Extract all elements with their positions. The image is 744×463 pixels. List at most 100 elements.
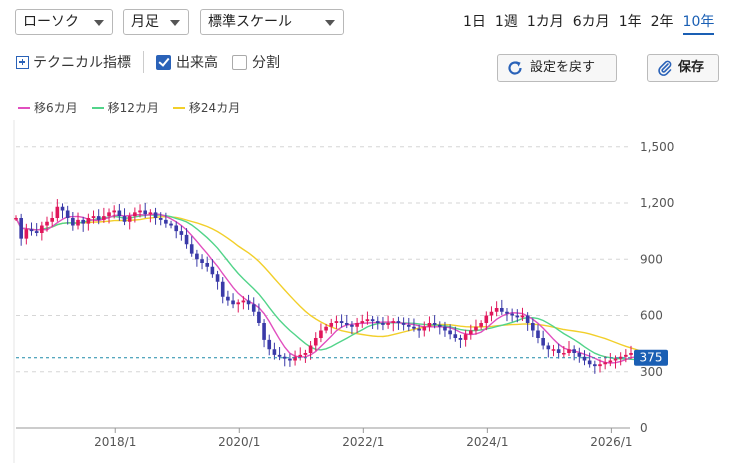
candle (401, 323, 406, 325)
candle (422, 326, 427, 331)
period-tab-2y[interactable]: 2年 (650, 14, 674, 30)
chart-type-select[interactable]: ローソク (15, 9, 113, 35)
y-tick-label: 1,500 (640, 140, 674, 154)
legend-label-ma12: 移12カ月 (107, 101, 159, 115)
split-checkbox[interactable]: 分割 (232, 52, 280, 72)
candle (499, 308, 504, 312)
candle (541, 338, 545, 346)
candle (587, 360, 592, 365)
candle (29, 229, 34, 232)
period-tab-1d[interactable]: 1日 (463, 14, 486, 30)
save-label: 保存 (678, 60, 705, 75)
candle (277, 354, 282, 357)
y-tick-label: 900 (640, 252, 663, 266)
candle (562, 353, 566, 355)
candle (133, 212, 137, 217)
candle (34, 231, 39, 233)
candle (546, 345, 551, 350)
candle (81, 219, 85, 224)
candle (143, 210, 148, 215)
x-tick-label: 2020/1 (218, 435, 260, 449)
candle (169, 223, 173, 226)
candle (19, 218, 23, 239)
legend-label-ma24: 移24カ月 (188, 101, 241, 115)
candle (282, 356, 287, 359)
period-tab-6m[interactable]: 6カ月 (572, 14, 610, 30)
y-tick-label: 0 (640, 421, 648, 435)
candle (531, 323, 535, 331)
candle (556, 349, 561, 353)
x-tick-label: 2018/1 (94, 435, 136, 449)
legend-item-ma6: 移6カ月 (18, 99, 78, 116)
candle (251, 304, 256, 312)
candle (262, 323, 266, 340)
candle (45, 221, 49, 226)
period-tab-1y[interactable]: 1年 (618, 14, 642, 30)
candle (241, 300, 246, 303)
candle (102, 216, 106, 220)
candle (494, 308, 499, 312)
reset-settings-label: 設定を戻す (530, 60, 596, 75)
candle (463, 334, 468, 340)
candle (365, 319, 370, 322)
period-tab-10y[interactable]: 10年 (682, 11, 715, 35)
checkbox-unchecked-icon (232, 54, 247, 70)
candle (618, 356, 623, 359)
candle (412, 326, 416, 329)
candle (370, 319, 375, 322)
candle (210, 266, 215, 275)
candle (582, 356, 587, 361)
candle (391, 321, 396, 323)
candle (334, 321, 339, 323)
candle (453, 334, 458, 338)
candle (40, 225, 44, 233)
candle (474, 326, 478, 331)
interval-value: 月足 (131, 14, 159, 30)
x-tick-label: 2024/1 (466, 435, 508, 449)
candle (158, 218, 163, 220)
candle (272, 349, 277, 355)
candle (293, 356, 297, 361)
period-tab-1m[interactable]: 1カ月 (526, 14, 564, 30)
candle (505, 311, 509, 314)
candle (117, 210, 122, 217)
candle (138, 210, 142, 213)
candle (195, 253, 199, 260)
candle (525, 315, 530, 323)
candle (215, 274, 220, 282)
y-tick-label: 1,200 (640, 196, 674, 210)
candle (427, 323, 432, 327)
candle (153, 212, 158, 218)
reset-settings-button[interactable]: 設定を戻す (497, 54, 617, 82)
technical-indicator-toggle[interactable]: テクニカル指標 (16, 52, 131, 72)
candle (608, 360, 613, 363)
y-tick-label: 600 (640, 309, 663, 323)
candle (406, 324, 411, 327)
legend-label-ma6: 移6カ月 (34, 101, 78, 115)
candle (593, 364, 597, 367)
scale-select[interactable]: 標準スケール (200, 9, 344, 35)
candle (24, 229, 29, 239)
period-tab-1w[interactable]: 1週 (494, 14, 518, 30)
candle (634, 353, 638, 357)
x-tick-label: 2026/1 (590, 435, 632, 449)
moving-average-line-ma12 (15, 214, 642, 361)
candle (91, 216, 96, 218)
interval-select[interactable]: 月足 (123, 9, 189, 35)
candle (603, 362, 607, 365)
candle (375, 321, 380, 323)
candle (96, 216, 101, 220)
candle (329, 323, 334, 327)
candle (107, 212, 111, 217)
candle (624, 354, 628, 357)
candle (443, 326, 447, 331)
refresh-icon (508, 61, 522, 75)
candle (458, 338, 463, 340)
candle (520, 315, 525, 318)
paperclip-icon (658, 60, 672, 76)
volume-checkbox[interactable]: 出来高 (156, 52, 218, 72)
candle (112, 210, 117, 213)
plus-box-icon (16, 55, 29, 69)
save-button[interactable]: 保存 (647, 54, 719, 82)
candle (551, 349, 556, 351)
